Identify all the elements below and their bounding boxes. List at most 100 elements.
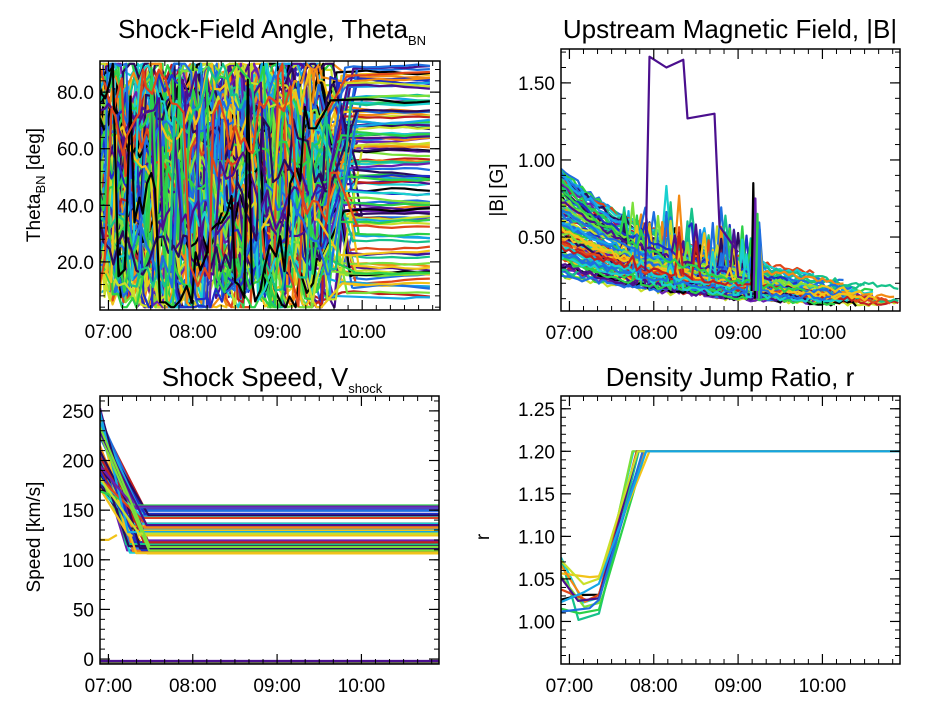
bmag-series (561, 55, 899, 307)
vshock-series-line (100, 428, 439, 516)
panel-bmag: Upstream Magnetic Field, |B| |B| [G] 07:… (487, 14, 901, 344)
y-tick-label: 60.0 (57, 140, 94, 161)
y-tick-label: 150 (62, 501, 94, 522)
theta-ticks: 07:00 08:00 09:00 10:00 20.0 40.0 60.0 80.0 (57, 61, 440, 343)
bmag-spike-line (756, 228, 763, 299)
theta-series-line (100, 68, 430, 288)
x-tick-label: 10:00 (338, 676, 386, 697)
y-tick-label: 0.50 (518, 228, 555, 249)
ratio-series-line (561, 450, 900, 601)
vshock-series-line (100, 481, 439, 519)
theta-series (100, 62, 431, 309)
ratio-series-line (561, 450, 900, 604)
vshock-series-line (100, 420, 439, 518)
theta-series-line (100, 62, 430, 292)
panel-vshock: Shock Speed, Vshock Speed [km/s] 07:00 08… (24, 362, 440, 697)
ratio-series-line (561, 450, 900, 604)
y-tick-label: 40.0 (57, 196, 94, 217)
bmag-ticks: 07:00 08:00 09:00 10:00 0.50 1.00 1.50 (518, 49, 900, 344)
ratio-frame (560, 395, 901, 665)
y-tick-label: 1.20 (518, 442, 555, 463)
ratio-series-line (561, 450, 900, 602)
x-tick-label: 08:00 (630, 676, 678, 697)
vshock-series-line (100, 416, 439, 542)
y-tick-label: 200 (62, 452, 94, 473)
vshock-series-line (100, 407, 439, 544)
vshock-series-line (100, 465, 439, 508)
vshock-series-line (100, 477, 439, 535)
y-tick-label: 80.0 (57, 83, 94, 104)
vshock-series-line (100, 422, 439, 509)
y-tick-label: 1.10 (518, 527, 555, 548)
panel-theta: Shock-Field Angle, ThetaBN ThetaBN [deg]… (24, 14, 441, 343)
vshock-series-line (100, 446, 439, 555)
x-tick-label: 09:00 (253, 676, 301, 697)
vshock-series-line (100, 432, 439, 517)
x-tick-label: 07:00 (85, 676, 133, 697)
y-tick-label: 1.50 (518, 74, 555, 95)
x-tick-label: 10:00 (799, 323, 847, 344)
y-tick-label: 0 (83, 650, 94, 671)
bmag-ylabel: |B| [G] (487, 163, 508, 216)
bmag-series-line (561, 231, 781, 290)
ratio-title: Density Jump Ratio, r (606, 362, 855, 392)
bmag-series-line (561, 233, 831, 302)
y-tick-label: 250 (62, 402, 94, 423)
vshock-series-line (100, 436, 439, 511)
y-tick-label: 1.05 (518, 570, 555, 591)
theta-title: Shock-Field Angle, ThetaBN (118, 14, 426, 48)
bmag-series-line (561, 231, 819, 290)
x-tick-label: 10:00 (799, 676, 847, 697)
ratio-series (561, 450, 900, 622)
vshock-series-line (100, 426, 439, 549)
y-tick-label: 100 (62, 551, 94, 572)
x-tick-label: 07:00 (85, 322, 133, 343)
bmag-series-line (561, 226, 836, 306)
bmag-series-line (561, 236, 832, 304)
vshock-series-line (100, 468, 439, 530)
y-tick-label: 20.0 (57, 253, 94, 274)
vshock-series-line (100, 435, 439, 510)
vshock-series (100, 407, 439, 664)
y-tick-label: 50 (73, 600, 94, 621)
bmag-frame (560, 48, 901, 312)
vshock-series-line (100, 534, 118, 542)
ratio-series-line (561, 450, 900, 609)
x-tick-label: 07:00 (546, 676, 594, 697)
vshock-title: Shock Speed, Vshock (162, 362, 383, 396)
theta-series-line (100, 62, 430, 241)
theta-ylabel: ThetaBN [deg] (24, 128, 48, 242)
vshock-series-line (100, 464, 439, 510)
vshock-ylabel: Speed [km/s] (24, 482, 45, 593)
ratio-series-line (561, 450, 900, 604)
x-tick-label: 08:00 (630, 323, 678, 344)
y-tick-label: 1.25 (518, 400, 555, 421)
y-tick-label: 1.00 (518, 151, 555, 172)
theta-series-line (100, 62, 431, 284)
bmag-series-line (561, 186, 806, 294)
vshock-series-line (100, 488, 439, 537)
bmag-series-line (561, 209, 845, 298)
x-tick-label: 10:00 (338, 322, 386, 343)
vshock-series-line (100, 477, 439, 519)
theta-frame (99, 60, 441, 311)
vshock-series-line (100, 466, 439, 509)
vshock-series-line (100, 433, 439, 552)
ratio-ylabel: r (473, 533, 494, 540)
ratio-ticks: 07:00 08:00 09:00 10:00 1.00 1.05 1.10 1.15 1.20… (518, 396, 900, 697)
panel-ratio: Density Jump Ratio, r r 07:00 08:00 09:00 1… (473, 362, 901, 697)
bmag-title: Upstream Magnetic Field, |B| (563, 14, 897, 44)
x-tick-label: 09:00 (254, 322, 302, 343)
theta-series-line (100, 62, 430, 309)
x-tick-label: 08:00 (169, 322, 217, 343)
x-tick-label: 07:00 (546, 323, 594, 344)
y-tick-label: 1.00 (518, 612, 555, 633)
x-tick-label: 09:00 (714, 676, 762, 697)
bmag-highlight-line (644, 55, 739, 271)
ratio-series-line (561, 450, 900, 603)
vshock-series-line (100, 417, 439, 512)
vshock-ticks: 07:00 08:00 09:00 10:00 0 50 100 150 200 250 (62, 396, 439, 697)
y-tick-label: 1.15 (518, 485, 555, 506)
x-tick-label: 08:00 (169, 676, 217, 697)
